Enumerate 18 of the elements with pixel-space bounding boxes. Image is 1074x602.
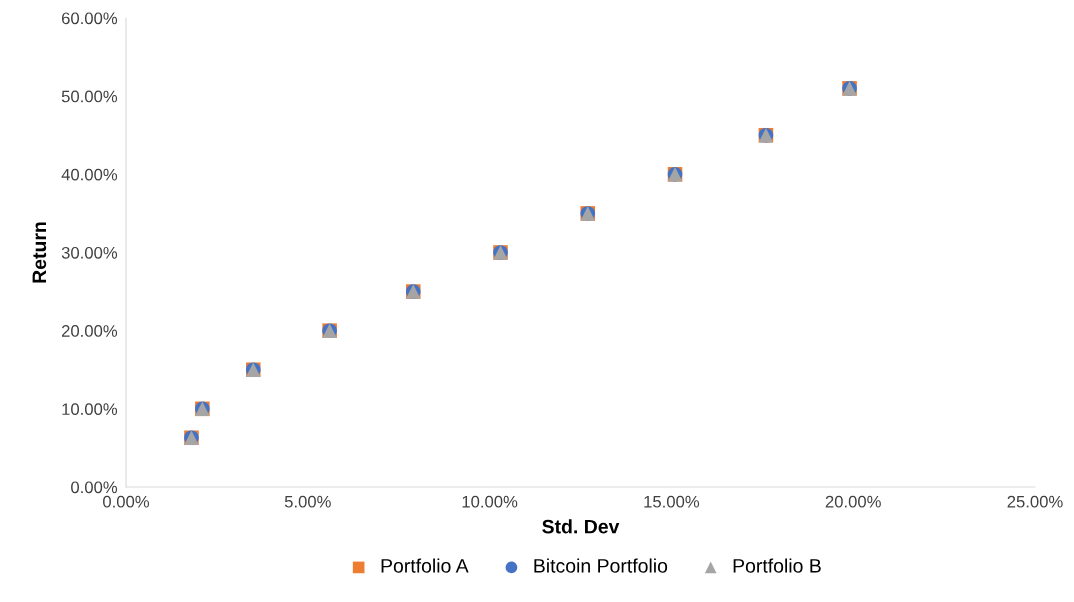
y-tick-label: 30.00% xyxy=(61,246,118,259)
legend-label: Portfolio A xyxy=(381,558,469,573)
x-tick-label: 25.00% xyxy=(1007,495,1063,508)
x-tick-label: 15.00% xyxy=(644,495,700,508)
x-tick-label: 10.00% xyxy=(462,495,518,508)
legend-label: Bitcoin Portfolio xyxy=(534,558,668,573)
y-axis-title: Return xyxy=(32,222,47,283)
y-tick-label: 0.00% xyxy=(71,481,118,494)
y-tick-label: 40.00% xyxy=(61,168,118,181)
x-tick-label: 5.00% xyxy=(284,495,331,508)
x-axis-title: Std. Dev xyxy=(542,519,620,534)
y-tick-label: 50.00% xyxy=(61,90,118,103)
y-tick-label: 10.00% xyxy=(62,403,118,416)
x-tick-label: 0.00% xyxy=(103,495,150,508)
legend-label: Portfolio B xyxy=(733,558,821,573)
x-tick-label: 20.00% xyxy=(825,495,881,508)
y-tick-label: 20.00% xyxy=(61,325,118,337)
y-tick-label: 60.00% xyxy=(61,12,118,25)
